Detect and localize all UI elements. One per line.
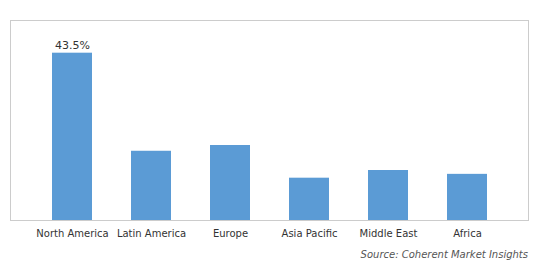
svg-text:43.5%: 43.5% [55,39,90,52]
svg-text:Middle East: Middle East [360,228,418,239]
svg-text:Asia Pacific: Asia Pacific [282,228,338,239]
html-text:Source: Coherent Market Insigh: Source: Coherent Market Insights [360,249,528,260]
svg-text:Europe: Europe [213,228,248,239]
svg-text:Africa: Africa [453,228,482,239]
svg-text:North America: North America [36,228,108,239]
svg-text:Latin America: Latin America [117,228,186,239]
